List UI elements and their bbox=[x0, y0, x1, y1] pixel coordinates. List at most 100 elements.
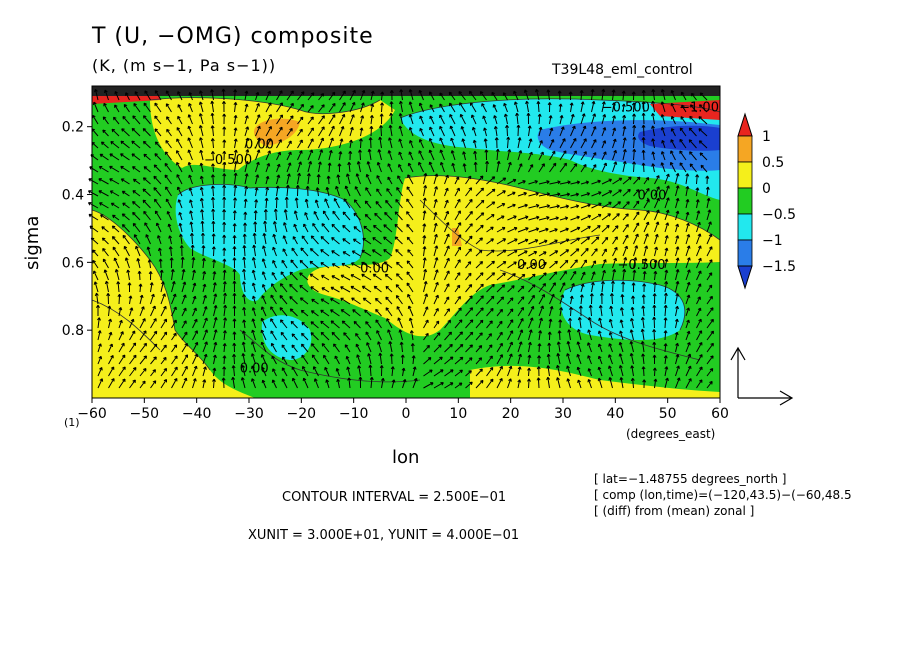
wind-vector-1069 bbox=[171, 306, 177, 317]
wind-vector-982 bbox=[496, 284, 506, 293]
wind-vector-1034 bbox=[423, 293, 428, 305]
wind-vector-576 bbox=[570, 204, 580, 209]
wind-vector-1426 bbox=[202, 379, 207, 389]
colorbar-segment-4 bbox=[737, 213, 753, 241]
wind-vector-235 bbox=[698, 128, 708, 137]
wind-vector-1223 bbox=[547, 331, 552, 341]
x-tick-label-5: −10 bbox=[339, 406, 369, 422]
wind-vector-559 bbox=[385, 199, 393, 209]
wind-vector-1066 bbox=[139, 306, 145, 317]
wind-vector-1156 bbox=[465, 319, 474, 329]
wind-vector-1105 bbox=[549, 305, 554, 317]
wind-vector-984 bbox=[517, 285, 525, 293]
wind-vector-313 bbox=[286, 151, 292, 161]
wind-vector-89 bbox=[408, 101, 414, 113]
wind-vector-1385 bbox=[390, 366, 395, 377]
wind-vector-1179 bbox=[706, 318, 714, 329]
wind-vector-695 bbox=[580, 225, 591, 233]
wind-vector-240 bbox=[131, 140, 141, 149]
wind-vector-1189 bbox=[192, 330, 198, 341]
wind-vector-340 bbox=[570, 150, 577, 161]
wind-vector-1273 bbox=[454, 343, 464, 353]
wind-vector-35 bbox=[458, 90, 466, 101]
wind-vector-43 bbox=[546, 89, 551, 101]
wind-vector-1274 bbox=[465, 344, 473, 353]
wind-vector-943 bbox=[706, 272, 713, 281]
wind-vector-1079 bbox=[270, 306, 277, 317]
wind-vector-569 bbox=[496, 203, 506, 209]
wind-vector-603 bbox=[232, 210, 237, 221]
wind-vector-1447 bbox=[423, 382, 434, 389]
wind-vector-677 bbox=[383, 224, 393, 233]
wind-vector-693 bbox=[559, 227, 569, 233]
wind-vector-830 bbox=[136, 258, 141, 269]
wind-vector-800 bbox=[444, 245, 450, 257]
wind-vector-690 bbox=[528, 227, 540, 233]
wind-vector-359 bbox=[143, 166, 151, 173]
wind-vector-1388 bbox=[423, 369, 433, 377]
wind-vector-234 bbox=[688, 127, 697, 137]
wind-vector-696 bbox=[591, 225, 601, 233]
contour-line-1 bbox=[177, 184, 364, 259]
wind-vector-1243 bbox=[139, 342, 147, 353]
wind-vector-567 bbox=[475, 199, 485, 209]
wind-vector-422 bbox=[188, 174, 193, 185]
wind-vector-1218 bbox=[496, 331, 503, 341]
x-tick-label-9: 30 bbox=[554, 406, 572, 422]
wind-vector-1292 bbox=[652, 341, 657, 353]
wind-vector-468 bbox=[675, 172, 680, 185]
wind-vector-903 bbox=[280, 271, 288, 281]
wind-vector-14 bbox=[244, 90, 249, 101]
wind-vector-65 bbox=[154, 102, 162, 113]
wind-vector-210 bbox=[439, 125, 445, 137]
wind-vector-768 bbox=[102, 248, 109, 257]
wind-vector-610 bbox=[304, 212, 309, 221]
wind-vector-352 bbox=[689, 151, 697, 161]
wind-vector-817 bbox=[622, 245, 628, 257]
wind-vector-519 bbox=[591, 191, 602, 197]
wind-vector-1085 bbox=[330, 309, 340, 317]
wind-vector-804 bbox=[486, 249, 495, 257]
wind-vector-1193 bbox=[232, 331, 237, 341]
wind-vector-742 bbox=[454, 234, 462, 245]
wind-vector-1171 bbox=[619, 319, 624, 329]
wind-vector-1340 bbox=[537, 355, 542, 365]
wind-vector-941 bbox=[685, 269, 691, 281]
wind-vector-81 bbox=[328, 102, 336, 113]
wind-vector-898 bbox=[232, 268, 237, 281]
wind-vector-143 bbox=[360, 115, 365, 125]
wind-vector-425 bbox=[222, 173, 227, 185]
wind-vector-1136 bbox=[251, 318, 256, 329]
wind-vector-215 bbox=[493, 125, 498, 137]
wind-vector-356 bbox=[109, 165, 120, 173]
wind-vector-909 bbox=[340, 274, 351, 281]
wind-vector-105 bbox=[580, 101, 585, 113]
wind-vector-464 bbox=[633, 176, 641, 185]
wind-vector-1199 bbox=[291, 333, 298, 341]
wind-vector-805 bbox=[496, 249, 507, 257]
wind-vector-825 bbox=[706, 246, 713, 257]
wind-vector-224 bbox=[591, 126, 597, 137]
wind-vector-1103 bbox=[528, 305, 535, 317]
wind-vector-1198 bbox=[280, 331, 288, 341]
wind-vector-1043 bbox=[517, 296, 525, 305]
wind-vector-634 bbox=[559, 216, 569, 221]
wind-vector-1207 bbox=[376, 330, 382, 341]
wind-vector-1468 bbox=[642, 379, 647, 389]
wind-vector-842 bbox=[261, 258, 267, 269]
wind-vector-331 bbox=[473, 150, 478, 161]
wind-vector-1089 bbox=[375, 308, 382, 317]
wind-vector-1251 bbox=[222, 343, 227, 353]
wind-vector-1114 bbox=[641, 305, 646, 317]
wind-vector-220 bbox=[549, 127, 554, 137]
wind-vector-1303 bbox=[150, 356, 157, 365]
wind-vector-1400 bbox=[546, 365, 551, 377]
wind-vector-53 bbox=[651, 88, 656, 101]
wind-vector-165 bbox=[591, 113, 597, 125]
contour-label-8: −1.00 bbox=[679, 100, 719, 115]
wind-vector-334 bbox=[507, 149, 512, 161]
wind-vector-534 bbox=[122, 202, 130, 209]
wind-vector-1035 bbox=[433, 294, 439, 305]
wind-vector-1448 bbox=[433, 382, 444, 389]
wind-vector-1248 bbox=[192, 341, 199, 353]
